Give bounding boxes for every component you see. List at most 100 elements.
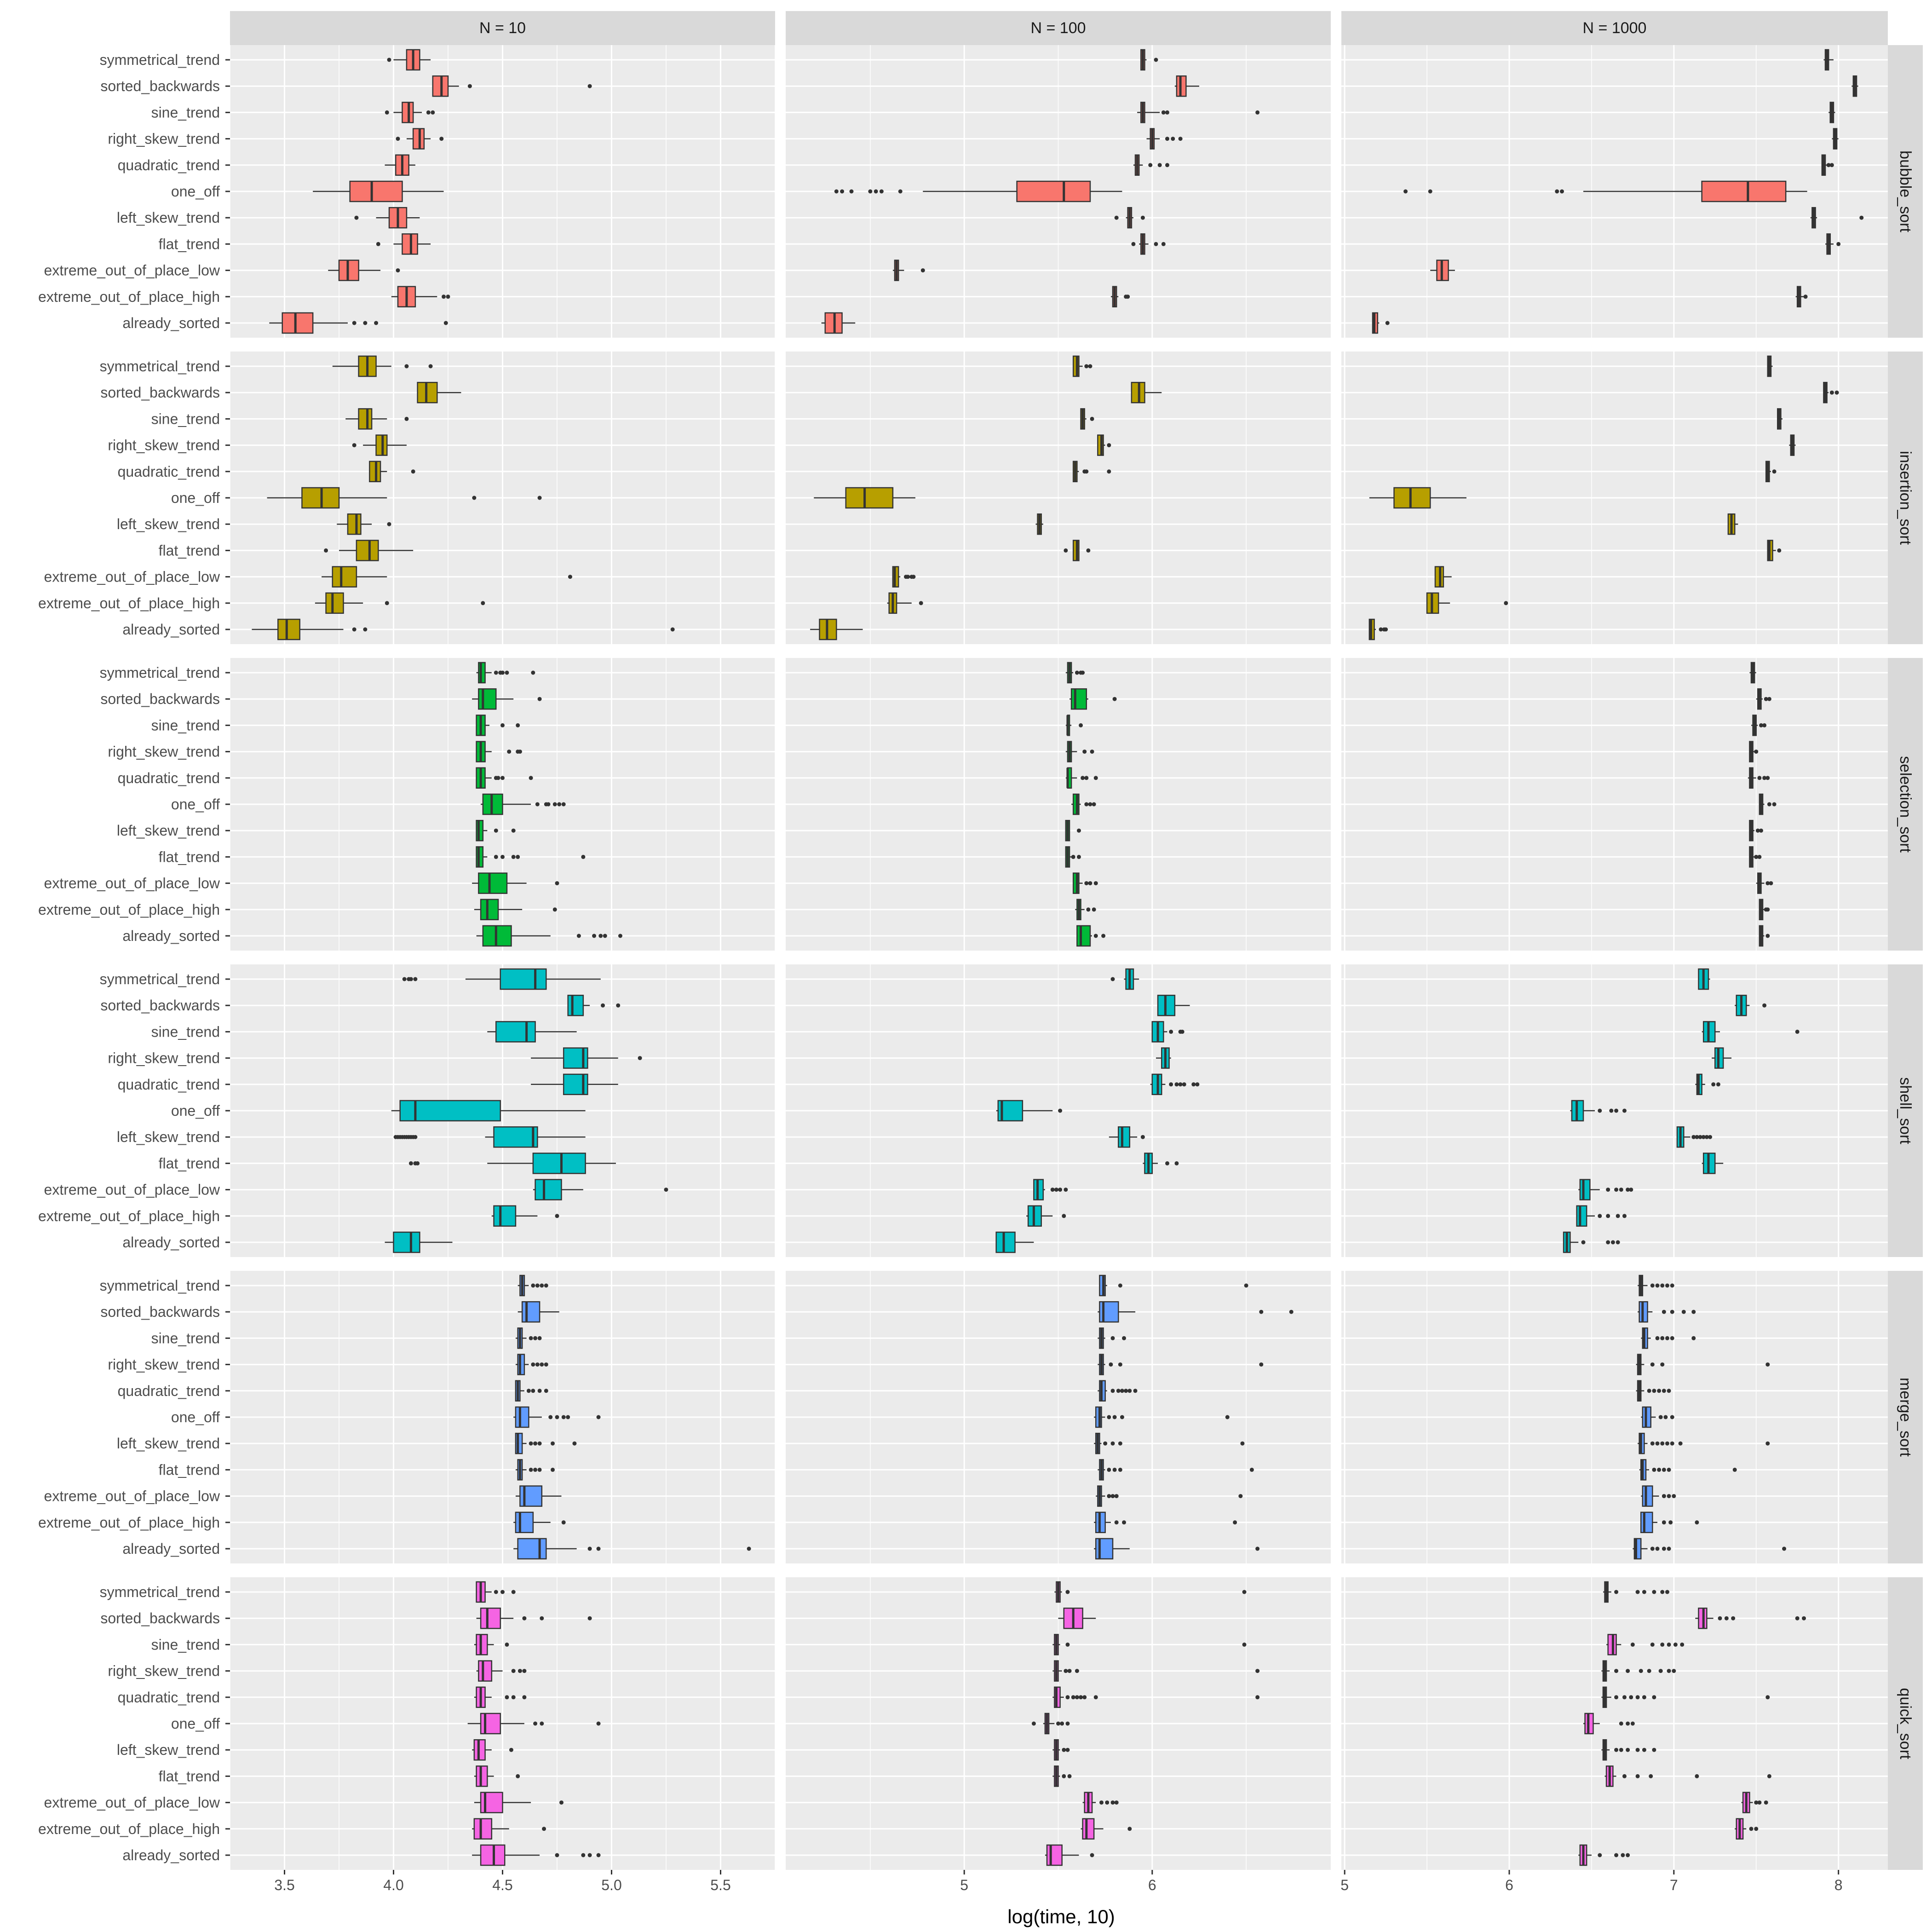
box-extreme_out_of_place_low bbox=[1082, 1792, 1119, 1813]
box-one_off bbox=[814, 487, 915, 509]
outlier-point bbox=[1182, 1082, 1186, 1087]
y-tick-label: extreme_out_of_place_low bbox=[44, 1488, 220, 1505]
outlier-point bbox=[1667, 1494, 1671, 1499]
outlier-point bbox=[500, 1590, 505, 1594]
outlier-point bbox=[1598, 1853, 1602, 1857]
box-iqr bbox=[515, 1511, 534, 1534]
outlier-point bbox=[868, 189, 873, 194]
outlier-point bbox=[1110, 1441, 1115, 1446]
box-left_skew_trend bbox=[1114, 207, 1145, 229]
outlier-point bbox=[1403, 189, 1408, 194]
box-extreme_out_of_place_high bbox=[887, 592, 923, 614]
box-sine_trend bbox=[1065, 715, 1083, 736]
outlier-point bbox=[537, 1389, 542, 1393]
outlier-point bbox=[1090, 416, 1094, 421]
y-tick-label: sorted_backwards bbox=[100, 691, 220, 707]
outlier-point bbox=[529, 1441, 533, 1446]
y-tick-label: left_skew_trend bbox=[117, 1742, 220, 1758]
box-extreme_out_of_place_low bbox=[1096, 1485, 1243, 1507]
outlier-point bbox=[566, 1415, 570, 1419]
outlier-point bbox=[404, 416, 409, 421]
box-extreme_out_of_place_low bbox=[1641, 1485, 1676, 1507]
outlier-point bbox=[540, 1721, 544, 1726]
box-iqr bbox=[1579, 1179, 1591, 1200]
outlier-point bbox=[587, 84, 592, 88]
outlier-point bbox=[1606, 1214, 1610, 1218]
outlier-point bbox=[1660, 1362, 1665, 1367]
box-flat_trend bbox=[1767, 540, 1782, 561]
outlier-point bbox=[537, 496, 542, 500]
outlier-point bbox=[1626, 1747, 1630, 1752]
outlier-point bbox=[505, 1642, 509, 1647]
outlier-point bbox=[1762, 723, 1767, 727]
box-one_off bbox=[467, 1713, 601, 1735]
outlier-point bbox=[1614, 1695, 1619, 1700]
outlier-point bbox=[496, 776, 500, 780]
outlier-point bbox=[1716, 1082, 1720, 1087]
outlier-point bbox=[1718, 1616, 1722, 1621]
y-tick-label: symmetrical_trend bbox=[100, 971, 220, 987]
box-symmetrical_trend bbox=[1072, 355, 1092, 377]
box-extreme_out_of_place_high bbox=[1081, 1818, 1132, 1840]
box-iqr bbox=[358, 408, 373, 430]
outlier-point bbox=[1757, 854, 1762, 859]
outlier-point bbox=[879, 189, 884, 194]
outlier-point bbox=[1064, 1669, 1068, 1673]
box-quadratic_trend bbox=[476, 767, 533, 789]
facet-panel-quick_sort-1 bbox=[786, 1577, 1331, 1870]
box-flat_trend bbox=[1052, 1765, 1072, 1787]
outlier-point bbox=[1652, 1467, 1656, 1472]
box-iqr bbox=[277, 618, 300, 640]
y-tick-label: left_skew_trend bbox=[117, 516, 220, 532]
box-already_sorted bbox=[810, 618, 863, 640]
outlier-point bbox=[1122, 1520, 1127, 1525]
box-extreme_out_of_place_low bbox=[533, 1179, 668, 1200]
box-iqr bbox=[517, 1538, 547, 1560]
y-tick-label: extreme_out_of_place_high bbox=[38, 595, 220, 611]
box-left_skew_trend bbox=[1035, 513, 1043, 535]
outlier-point bbox=[1071, 854, 1075, 859]
box-sorted_backwards bbox=[1098, 1301, 1294, 1323]
outlier-point bbox=[1606, 1188, 1610, 1192]
box-sorted_backwards bbox=[518, 1301, 559, 1323]
box-right_skew_trend bbox=[476, 741, 522, 762]
outlier-point bbox=[1635, 1747, 1640, 1752]
box-quadratic_trend bbox=[1052, 1686, 1260, 1708]
outlier-point bbox=[1114, 215, 1119, 220]
outlier-point bbox=[1667, 1546, 1671, 1551]
outlier-point bbox=[1765, 934, 1770, 938]
outlier-point bbox=[518, 1669, 522, 1673]
outlier-point bbox=[1610, 1240, 1615, 1245]
outlier-point bbox=[555, 1853, 559, 1857]
box-already_sorted bbox=[1076, 925, 1106, 947]
outlier-point bbox=[1655, 1283, 1660, 1288]
outlier-point bbox=[1665, 1590, 1670, 1594]
box-iqr bbox=[1576, 1205, 1587, 1227]
y-tick-label: right_skew_trend bbox=[108, 1050, 220, 1067]
outlier-point bbox=[1090, 1853, 1094, 1857]
outlier-point bbox=[1598, 1108, 1602, 1113]
y-tick-label: one_off bbox=[171, 796, 220, 813]
box-flat_trend bbox=[1604, 1765, 1771, 1787]
box-sine_trend bbox=[476, 715, 520, 736]
outlier-point bbox=[1754, 1800, 1759, 1805]
outlier-point bbox=[1667, 1669, 1671, 1673]
outlier-point bbox=[1698, 1135, 1702, 1139]
outlier-point bbox=[1711, 1082, 1716, 1087]
outlier-point bbox=[1195, 1082, 1200, 1087]
facet-panel-bubble_sort-0 bbox=[230, 45, 776, 338]
box-iqr bbox=[480, 1713, 501, 1735]
outlier-point bbox=[1795, 1616, 1800, 1621]
outlier-point bbox=[1140, 215, 1145, 220]
box-quadratic_trend bbox=[1601, 1686, 1770, 1708]
outlier-point bbox=[906, 575, 910, 579]
y-tick-label: flat_trend bbox=[159, 542, 220, 559]
box-already_sorted bbox=[269, 312, 448, 334]
box-already_sorted bbox=[1563, 1231, 1620, 1253]
outlier-point bbox=[572, 1441, 577, 1446]
outlier-point bbox=[1105, 1800, 1110, 1805]
box-sorted_backwards bbox=[567, 994, 621, 1016]
outlier-point bbox=[1642, 1695, 1646, 1700]
outlier-point bbox=[494, 670, 498, 675]
outlier-point bbox=[1658, 1669, 1663, 1673]
